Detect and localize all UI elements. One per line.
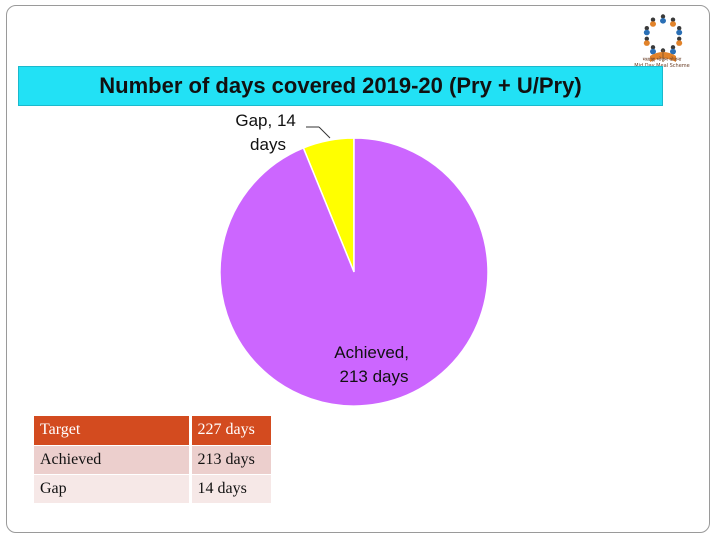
table-cell-value: 227 days (188, 416, 271, 445)
pie-slice-achieved (219, 137, 489, 407)
table-cell-value: 213 days (188, 444, 271, 474)
table-cell-label: Achieved (34, 444, 190, 474)
gap-slice-label-line2: days (250, 135, 286, 154)
table-cell-label: Gap (34, 473, 190, 503)
chart-title-bar: Number of days covered 2019-20 (Pry + U/… (18, 66, 663, 106)
table-cell-label: Target (34, 416, 190, 445)
table-row-gap: Gap 14 days (34, 473, 271, 503)
gap-leader-line-b (318, 126, 331, 139)
table-row-achieved: Achieved 213 days (34, 444, 271, 474)
logo-caption-hindi: मध्याह्न भोजन योजना (642, 57, 682, 63)
gap-slice-label: Gap, 14 days (235, 111, 300, 154)
table-row-target: Target 227 days (34, 416, 271, 445)
mid-day-meal-logo-icon (643, 14, 683, 62)
slide-frame (6, 5, 710, 533)
chart-title: Number of days covered 2019-20 (Pry + U/… (99, 73, 582, 98)
gap-slice-label-line1: Gap, 14 (235, 111, 296, 130)
achieved-slice-label: Achieved, 213 days (334, 343, 413, 386)
table-cell-value: 14 days (188, 473, 271, 503)
achieved-slice-label-line2: 213 days (340, 367, 409, 386)
achieved-slice-label-line1: Achieved, (334, 343, 409, 362)
summary-table: Target 227 days Achieved 213 days Gap 14… (34, 416, 271, 503)
